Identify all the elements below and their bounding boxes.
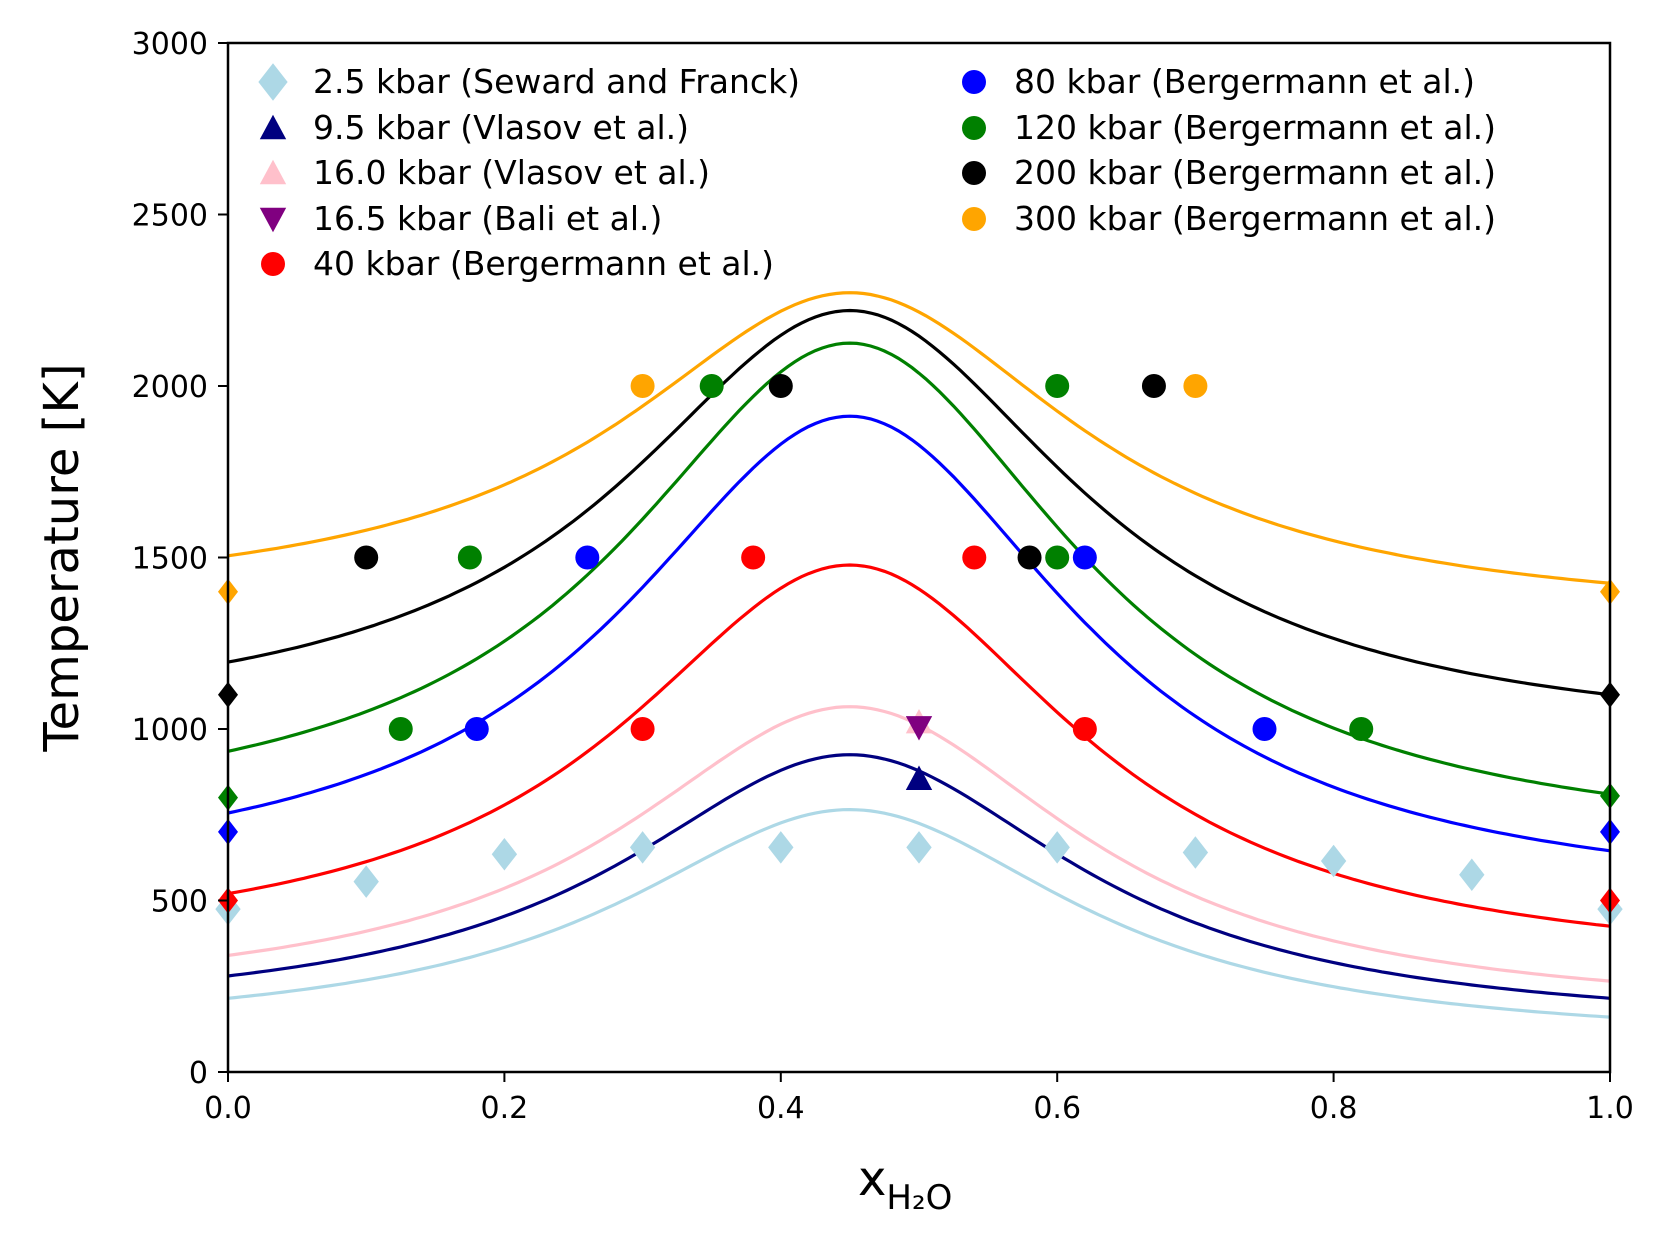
y-axis-ticks: 0 500 1000 1500 2000 2500 3000	[132, 27, 228, 1091]
legend-label: 40 kbar (Bergermann et al.)	[313, 244, 774, 283]
y-tick-label: 500	[151, 885, 208, 920]
data-point	[699, 374, 724, 398]
y-tick-label: 3000	[132, 27, 208, 62]
fit-curve	[227, 807, 1611, 1019]
legend-label: 120 kbar (Bergermann et al.)	[1014, 108, 1496, 147]
data-point	[905, 765, 933, 790]
fit-curve	[227, 563, 1611, 928]
fit-curve	[227, 291, 1611, 585]
data-point	[630, 374, 655, 398]
data-point	[353, 865, 379, 898]
data-point	[464, 717, 489, 741]
data-point	[1141, 374, 1166, 398]
data-point	[741, 545, 766, 570]
legend-label: 9.5 kbar (Vlasov et al.)	[313, 108, 689, 147]
data-point	[1349, 717, 1374, 741]
y-tick-label: 2500	[132, 199, 208, 234]
data-point	[491, 837, 518, 871]
x-tick-label: 1.0	[1586, 1091, 1634, 1126]
y-tick-label: 1000	[132, 713, 208, 748]
legend-marker	[259, 207, 287, 233]
x-tick-label: 0.0	[204, 1091, 252, 1126]
fit-curve	[227, 308, 1611, 697]
x-axis-ticks: 0.0 0.2 0.4 0.6 0.8 1.0	[204, 1072, 1634, 1126]
data-point	[1459, 858, 1485, 892]
legend-marker	[962, 116, 986, 140]
data-point	[962, 545, 987, 570]
legend-marker	[962, 207, 986, 231]
x-tick-label: 0.2	[481, 1091, 529, 1126]
data-point	[354, 545, 379, 570]
x-axis-label-subscript: H₂O	[886, 1178, 952, 1218]
legend-label: 200 kbar (Bergermann et al.)	[1014, 153, 1496, 192]
x-tick-label: 0.4	[757, 1091, 805, 1126]
data-point	[1252, 717, 1277, 741]
data-point	[629, 831, 656, 864]
x-tick-label: 0.8	[1310, 1091, 1358, 1126]
legend-marker	[258, 63, 288, 101]
y-tick-label: 1500	[132, 542, 208, 577]
data-point	[388, 717, 413, 741]
x-tick-label: 0.6	[1033, 1091, 1081, 1126]
legend-marker	[962, 161, 986, 185]
legend-marker	[259, 114, 287, 140]
data-point	[1072, 717, 1097, 741]
legend-label: 16.5 kbar (Bali et al.)	[313, 199, 662, 238]
data-point	[1320, 844, 1347, 878]
data-point	[906, 831, 932, 864]
data-point	[768, 831, 794, 864]
data-point	[575, 545, 600, 570]
data-point	[1045, 545, 1070, 570]
data-point	[630, 717, 655, 741]
fit-curves	[227, 291, 1611, 1019]
legend: 2.5 kbar (Seward and Franck) 9.5 kbar (Vl…	[258, 62, 1496, 283]
legend-label: 2.5 kbar (Seward and Franck)	[313, 62, 800, 101]
fit-curve	[227, 341, 1611, 796]
data-points	[215, 374, 1623, 926]
data-point	[1182, 836, 1209, 869]
data-point	[768, 374, 793, 398]
fit-curve	[227, 753, 1611, 1000]
legend-marker	[962, 70, 986, 94]
data-point	[1017, 545, 1042, 570]
y-tick-label: 2000	[132, 370, 208, 405]
legend-label: 16.0 kbar (Vlasov et al.)	[313, 153, 710, 192]
x-axis-label-main: x	[858, 1151, 886, 1207]
data-point	[1045, 374, 1070, 398]
data-point	[1183, 374, 1208, 398]
fit-curve	[227, 414, 1611, 853]
y-tick-label: 0	[189, 1056, 208, 1091]
legend-label: 300 kbar (Bergermann et al.)	[1014, 199, 1496, 238]
legend-label: 80 kbar (Bergermann et al.)	[1014, 62, 1475, 101]
legend-marker	[261, 252, 285, 276]
data-point	[905, 716, 933, 741]
legend-marker	[259, 159, 287, 185]
x-axis-label: xH₂O	[858, 1151, 952, 1218]
data-point	[1072, 545, 1097, 570]
y-axis-label: Temperature [K]	[34, 363, 90, 752]
data-point	[1044, 831, 1070, 864]
data-point	[457, 545, 482, 570]
